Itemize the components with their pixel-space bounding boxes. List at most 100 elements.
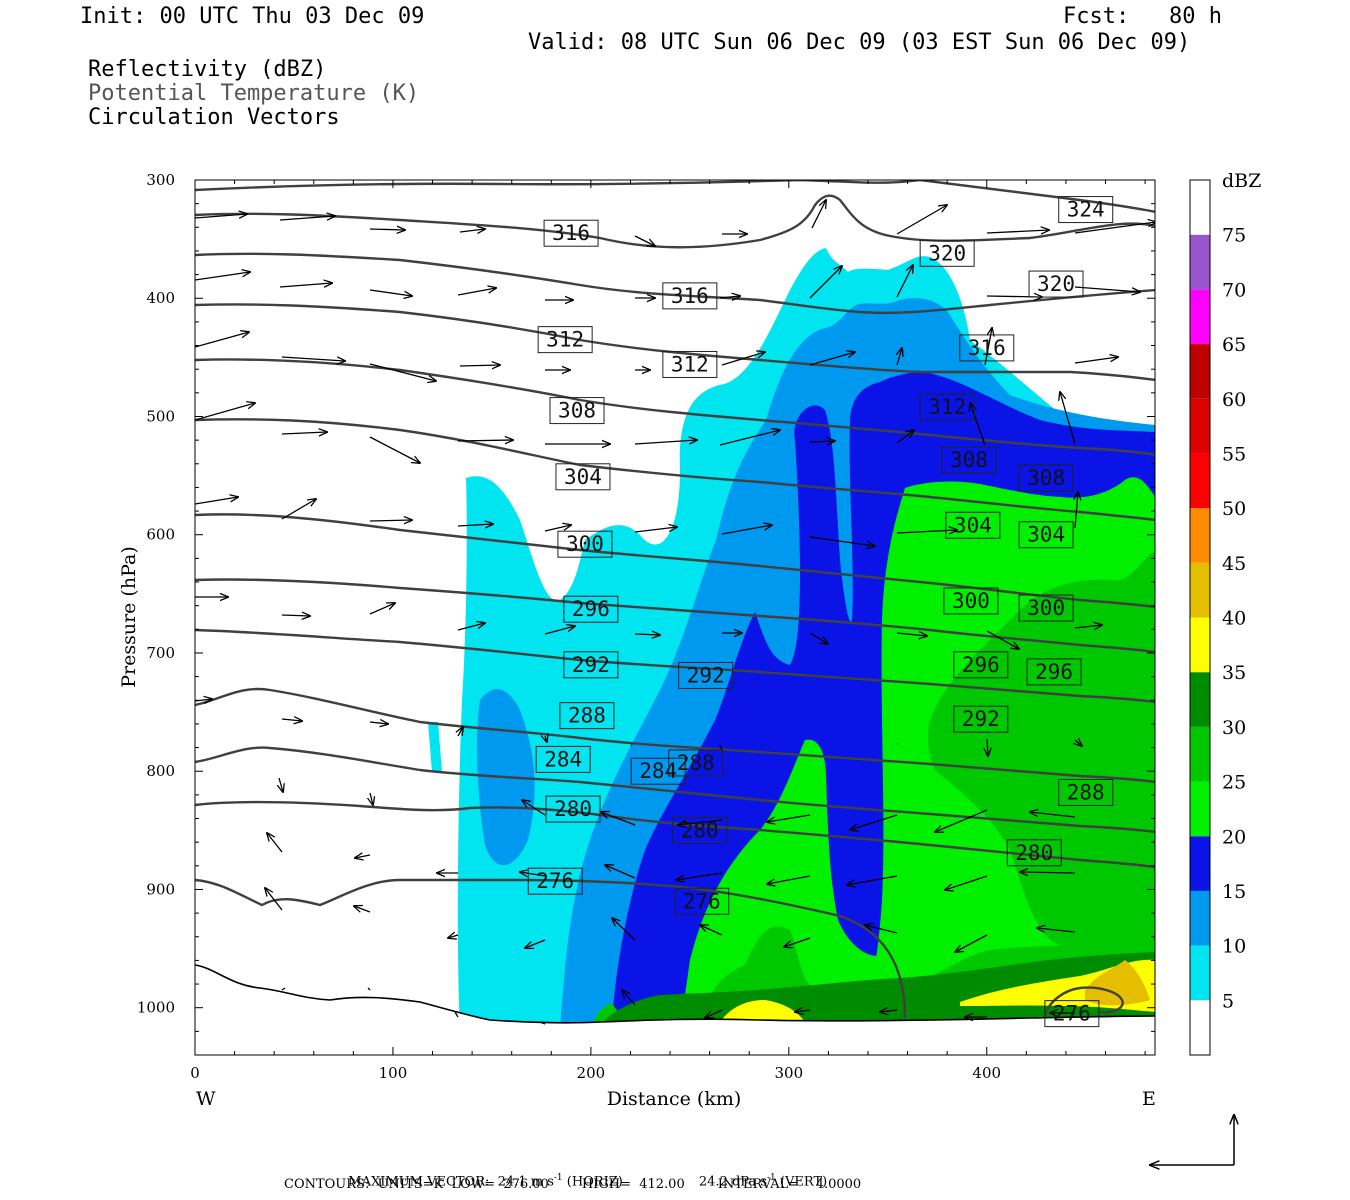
contour-label-box: [678, 661, 734, 689]
circulation-vector: [1030, 812, 1076, 818]
y-tick-label: 900: [146, 880, 175, 898]
terrain-line: [195, 964, 1155, 1024]
contour-label-text: 292: [962, 707, 1000, 731]
contour-label-box: [1018, 521, 1074, 549]
contour-label: 276: [674, 887, 730, 915]
circulation-vector: [355, 855, 371, 858]
contour-label-box: [1018, 464, 1074, 492]
circulation-vector: [1074, 286, 1140, 292]
contour-label: 288: [668, 749, 724, 777]
x-endpoint-west: W: [196, 1088, 216, 1110]
contour-label-box: [953, 705, 1009, 733]
y-tick-label: 600: [146, 526, 175, 544]
contour-labels: 324 320 320 316 316 316 312 312 312 308 308 308 304 3…: [527, 196, 1114, 1028]
circulation-vector: [634, 440, 697, 444]
contour-label-text: 308: [558, 399, 596, 423]
circulation-vector: [719, 296, 740, 298]
circulation-vector: [809, 441, 835, 442]
isentrope-line: [195, 746, 1155, 834]
circulation-vector: [880, 1010, 898, 1012]
circulation-vector: [601, 812, 636, 826]
contour-label-text: 312: [671, 352, 709, 376]
colorbar-segment: [1190, 1000, 1210, 1055]
isentrope-line: [195, 303, 1155, 382]
colorbar-segment: [1190, 180, 1210, 235]
circulation-vector: [986, 230, 1049, 233]
circulation-vector: [795, 1010, 811, 1012]
contour-label-box: [535, 745, 591, 773]
contour-label-text: 304: [564, 465, 602, 489]
contour-label-text: 280: [554, 797, 592, 821]
isentrope-line: [195, 628, 1155, 704]
circulation-vector: [369, 436, 420, 463]
circulation-vector: [369, 363, 436, 381]
contour-label: 304: [945, 511, 1001, 539]
colorbar-level-label: 15: [1222, 881, 1246, 903]
contour-label: 312: [662, 350, 718, 378]
circulation-vector: [195, 497, 238, 505]
contour-label-text: 288: [568, 704, 606, 728]
circulation-vector: [457, 288, 496, 296]
colorbar-segment: [1190, 234, 1210, 290]
circulation-vector: [459, 365, 500, 366]
circulation-vector: [945, 875, 988, 890]
colorbar-segment: [1190, 890, 1210, 946]
colorbar-unit: dBZ: [1222, 170, 1261, 192]
x-tick-label: 400: [972, 1064, 1001, 1082]
contour-label-text: 300: [1027, 596, 1065, 620]
isentrope-line: [1043, 986, 1124, 1016]
circulation-vector: [458, 727, 463, 737]
contour-label-text: 296: [572, 597, 610, 621]
contour-label: 308: [549, 397, 605, 425]
contour-label-text: 304: [954, 513, 992, 537]
colorbar-segment: [1190, 945, 1210, 1001]
contour-label-text: 296: [962, 653, 1000, 677]
contour-label: 292: [678, 661, 734, 689]
contour-label-box: [672, 816, 728, 844]
contour-label-text: 280: [681, 818, 719, 842]
axis-ticks: [194, 179, 1155, 1056]
contour-label: 324: [1058, 196, 1114, 224]
colorbar-segment: [1190, 836, 1210, 891]
max-vector-text: MAXIMUM VECTOR: 24.1 m s-1 (HORIZ) 24.2 d…: [340, 1158, 827, 1189]
circulation-vector: [705, 1009, 723, 1018]
contour-label: 288: [559, 702, 615, 730]
circulation-vector: [544, 525, 571, 532]
circulation-vector: [545, 736, 547, 742]
circulation-vector: [195, 272, 250, 281]
contour-label-box: [527, 867, 583, 895]
contour-label-box: [543, 219, 599, 247]
circulation-vector: [634, 235, 655, 246]
y-tick-label: 400: [146, 289, 175, 307]
contour-label-text: 308: [1027, 466, 1065, 490]
contour-label-box: [959, 334, 1015, 362]
contour-label-box: [559, 702, 615, 730]
isentrope-line: [195, 687, 1155, 784]
contour-label-text: 280: [1015, 841, 1053, 865]
contour-label-text: 316: [552, 221, 590, 245]
contour-label-box: [941, 446, 997, 474]
circulation-vector: [721, 352, 765, 366]
contour-label-box: [537, 326, 593, 354]
dbz-40-region: [1085, 960, 1150, 1006]
contour-label-box: [545, 795, 601, 823]
colorbar-level-label: 40: [1222, 608, 1246, 630]
x-axis-label: Distance (km): [607, 1088, 742, 1110]
contour-label-text: 296: [1035, 660, 1073, 684]
contour-label: 316: [959, 334, 1015, 362]
circulation-vector: [605, 865, 636, 879]
contour-label: 308: [1018, 464, 1074, 492]
contour-label-box: [943, 587, 999, 615]
colorbar-segment: [1190, 508, 1210, 563]
circulation-vector: [634, 527, 677, 533]
circulation-vector: [767, 875, 811, 884]
colorbar-segment: [1190, 562, 1210, 618]
contour-label-box: [945, 511, 1001, 539]
contour-label: 292: [953, 705, 1009, 733]
y-axis-label: Pressure (hPa): [118, 546, 140, 688]
contour-label: 280: [672, 816, 728, 844]
isentrope-lines: [195, 180, 1155, 1019]
circulation-vector: [767, 814, 811, 822]
circulation-vector: [986, 630, 1019, 649]
